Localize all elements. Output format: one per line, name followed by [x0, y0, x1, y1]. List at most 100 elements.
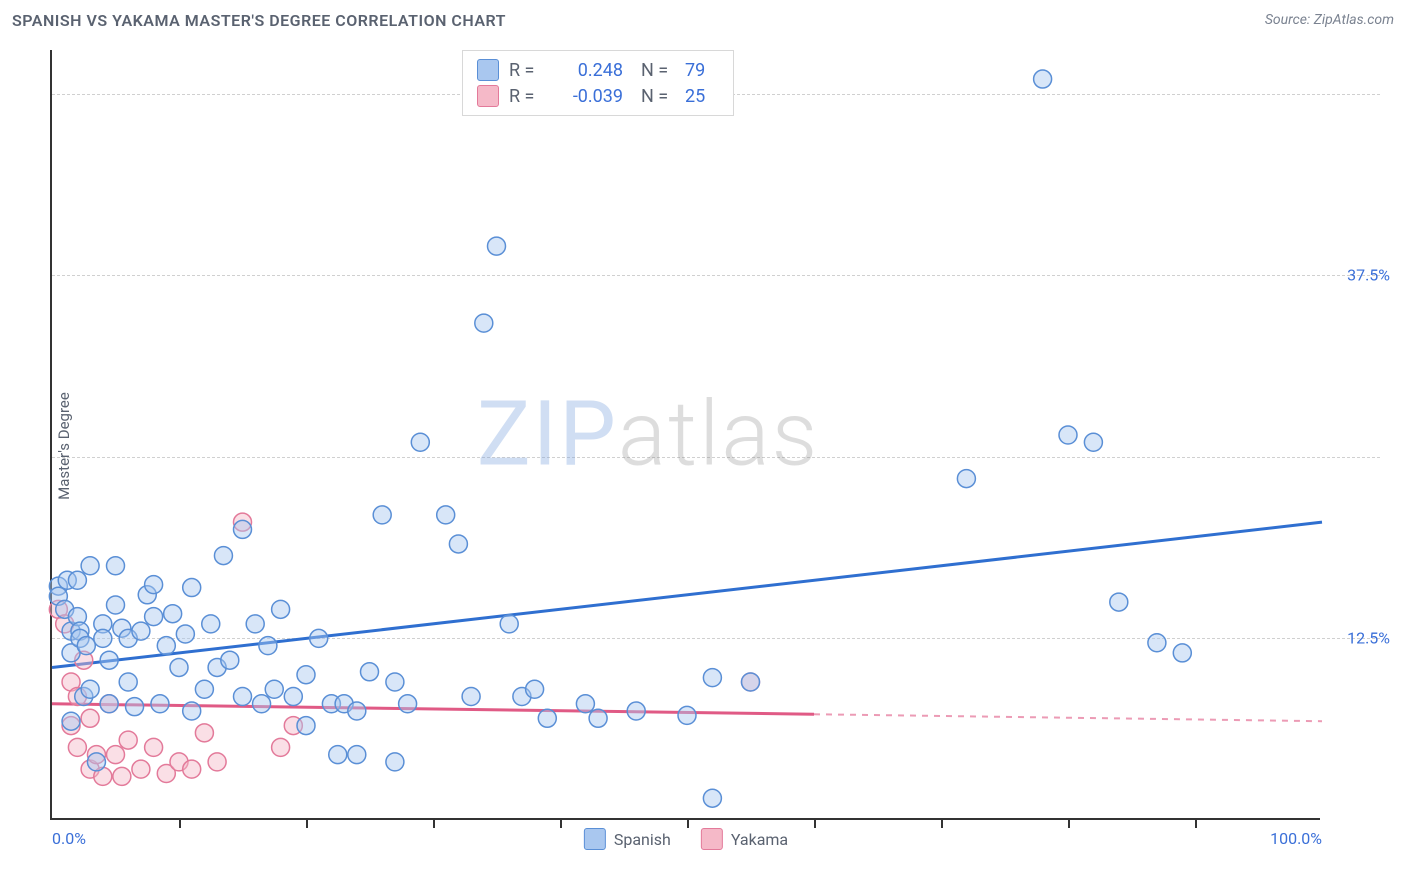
data-point: [170, 658, 188, 676]
data-point: [145, 608, 163, 626]
data-point: [272, 738, 290, 756]
data-point: [373, 506, 391, 524]
r-value-spanish: 0.248: [553, 60, 623, 81]
data-point: [627, 702, 645, 720]
data-point: [234, 688, 252, 706]
data-point: [742, 673, 760, 691]
y-tick-label: 37.5%: [1347, 266, 1390, 285]
data-point: [100, 651, 118, 669]
data-point: [77, 637, 95, 655]
swatch-spanish-icon: [584, 828, 606, 850]
data-point: [195, 680, 213, 698]
data-point: [475, 314, 493, 332]
data-point: [221, 651, 239, 669]
data-point: [157, 637, 175, 655]
x-tick-label: 0.0%: [52, 829, 86, 848]
data-point: [246, 615, 264, 633]
data-point: [488, 237, 506, 255]
data-point: [62, 712, 80, 730]
correlation-legend: R = 0.248 N = 79 R = -0.039 N = 25: [462, 50, 734, 116]
data-point: [151, 695, 169, 713]
data-point: [1084, 433, 1102, 451]
legend-label-spanish: Spanish: [614, 830, 671, 849]
data-point: [107, 746, 125, 764]
data-point: [526, 680, 544, 698]
data-point: [678, 706, 696, 724]
legend-item-spanish: Spanish: [584, 828, 671, 850]
data-point: [449, 535, 467, 553]
data-point: [259, 637, 277, 655]
data-point: [119, 731, 137, 749]
data-point: [310, 629, 328, 647]
data-point: [1110, 593, 1128, 611]
data-point: [265, 680, 283, 698]
data-point: [68, 571, 86, 589]
data-point: [87, 753, 105, 771]
data-point: [94, 629, 112, 647]
data-point: [957, 470, 975, 488]
scatter-points-layer: [52, 50, 1320, 818]
data-point: [195, 724, 213, 742]
data-point: [411, 433, 429, 451]
swatch-yakama-icon: [701, 828, 723, 850]
data-point: [183, 702, 201, 720]
data-point: [132, 760, 150, 778]
data-point: [164, 605, 182, 623]
data-point: [386, 753, 404, 771]
data-point: [437, 506, 455, 524]
data-point: [119, 673, 137, 691]
data-point: [284, 688, 302, 706]
r-label: R =: [509, 86, 543, 107]
legend-item-yakama: Yakama: [701, 828, 788, 850]
chart-title: SPANISH VS YAKAMA MASTER'S DEGREE CORREL…: [12, 11, 506, 30]
data-point: [1173, 644, 1191, 662]
y-tick-label: 12.5%: [1347, 629, 1390, 648]
data-point: [1059, 426, 1077, 444]
legend-label-yakama: Yakama: [731, 830, 788, 849]
data-point: [145, 738, 163, 756]
swatch-yakama-icon: [477, 85, 499, 107]
data-point: [107, 557, 125, 575]
data-point: [107, 596, 125, 614]
data-point: [81, 557, 99, 575]
data-point: [145, 576, 163, 594]
data-point: [703, 789, 721, 807]
n-label: N =: [641, 60, 675, 81]
n-value-spanish: 79: [685, 60, 719, 81]
data-point: [348, 702, 366, 720]
data-point: [589, 709, 607, 727]
r-value-yakama: -0.039: [553, 86, 623, 107]
data-point: [113, 767, 131, 785]
r-label: R =: [509, 60, 543, 81]
data-point: [183, 760, 201, 778]
plot-area: 12.5%37.5%0.0%100.0% ZIPatlas R = 0.248 …: [50, 50, 1320, 820]
data-point: [214, 547, 232, 565]
data-point: [361, 663, 379, 681]
data-point: [183, 579, 201, 597]
data-point: [329, 746, 347, 764]
data-point: [126, 698, 144, 716]
x-tick-label: 100.0%: [1270, 829, 1322, 848]
source-label: Source: ZipAtlas.com: [1265, 12, 1394, 28]
data-point: [462, 688, 480, 706]
series-legend: Spanish Yakama: [584, 828, 788, 850]
data-point: [386, 673, 404, 691]
data-point: [297, 666, 315, 684]
data-point: [297, 717, 315, 735]
data-point: [1148, 634, 1166, 652]
data-point: [348, 746, 366, 764]
data-point: [500, 615, 518, 633]
legend-row-yakama: R = -0.039 N = 25: [477, 83, 719, 109]
n-label: N =: [641, 86, 675, 107]
swatch-spanish-icon: [477, 59, 499, 81]
data-point: [1034, 70, 1052, 88]
data-point: [272, 600, 290, 618]
data-point: [202, 615, 220, 633]
data-point: [253, 695, 271, 713]
data-point: [132, 622, 150, 640]
data-point: [399, 695, 417, 713]
data-point: [81, 680, 99, 698]
n-value-yakama: 25: [685, 86, 719, 107]
data-point: [81, 709, 99, 727]
data-point: [703, 669, 721, 687]
